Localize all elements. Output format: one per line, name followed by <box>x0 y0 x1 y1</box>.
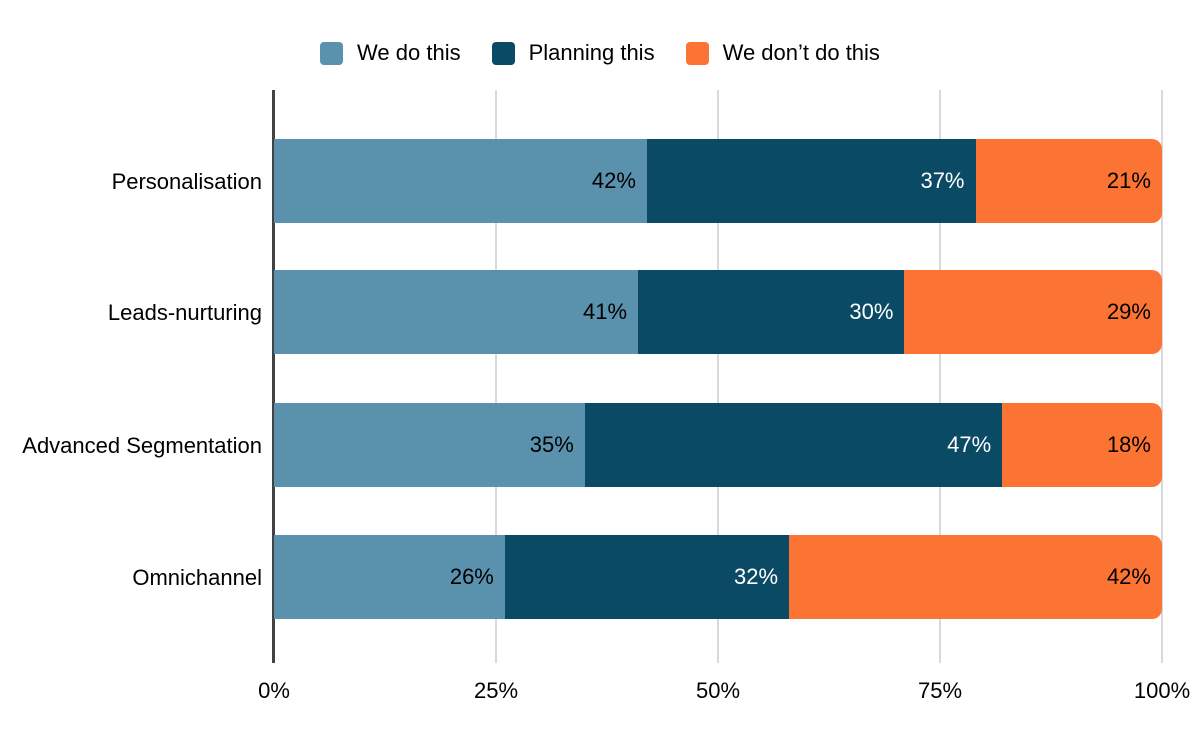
bar-segment-planning-this: 32% <box>504 535 790 619</box>
bar-value-label: 26% <box>449 564 494 589</box>
bar-value-label: 29% <box>1106 299 1151 324</box>
x-axis-label-25: 25% <box>473 678 519 703</box>
legend-color-swatch <box>320 41 344 65</box>
bar-segment-planning-this: 47% <box>584 403 1003 487</box>
bar-segment-planning-this: 30% <box>638 270 905 354</box>
bar-segment-we-do-this: 35% <box>274 403 585 487</box>
bar-value-label: 37% <box>920 168 965 193</box>
category-label-personalisation: Personalisation <box>111 168 262 194</box>
gridline-50 <box>717 90 719 663</box>
legend-label: We don’t do this <box>722 40 880 65</box>
legend-item-we-don-t-do-this: We don’t do this <box>685 40 880 66</box>
x-axis-label-0: 0% <box>258 678 290 703</box>
legend-label: We do this <box>357 40 461 65</box>
bar-segment-we-do-this: 26% <box>274 535 505 619</box>
x-axis-label-100: 100% <box>1133 678 1191 703</box>
x-axis-label-75: 75% <box>917 678 963 703</box>
bar-value-label: 18% <box>1106 432 1151 457</box>
bar-segment-planning-this: 37% <box>646 139 976 223</box>
bar-value-label: 42% <box>1106 564 1151 589</box>
category-label-leads-nurturing: Leads-nurturing <box>107 299 262 325</box>
y-axis-baseline <box>272 90 275 663</box>
bar-segment-we-don-t-do-this: 18% <box>1002 403 1162 487</box>
bar-row-leads-nurturing: 41% 30% 29% <box>274 270 1162 354</box>
bar-segment-we-don-t-do-this: 42% <box>789 535 1162 619</box>
bar-segment-we-don-t-do-this: 29% <box>904 270 1162 354</box>
bar-segment-we-do-this: 42% <box>274 139 647 223</box>
bar-segment-we-don-t-do-this: 21% <box>975 139 1162 223</box>
chart-legend: We do this Planning this We don’t do this <box>0 38 1200 68</box>
bar-row-advanced-segmentation: 35% 47% 18% <box>274 403 1162 487</box>
legend-color-swatch <box>491 41 515 65</box>
bar-segment-we-do-this: 41% <box>274 270 639 354</box>
legend-color-swatch <box>685 41 709 65</box>
bar-value-label: 42% <box>591 168 636 193</box>
bar-row-personalisation: 42% 37% 21% <box>274 139 1162 223</box>
bar-value-label: 41% <box>583 299 628 324</box>
bar-value-label: 35% <box>529 432 574 457</box>
bar-value-label: 30% <box>849 299 894 324</box>
gridline-75 <box>939 90 941 663</box>
category-label-advanced-segmentation: Advanced Segmentation <box>22 432 262 458</box>
legend-label: Planning this <box>528 40 655 65</box>
x-axis-label-50: 50% <box>695 678 741 703</box>
legend-item-planning-this: Planning this <box>491 40 655 66</box>
gridline-100 <box>1161 90 1163 663</box>
bar-value-label: 21% <box>1106 168 1151 193</box>
category-label-omnichannel: Omnichannel <box>132 564 262 590</box>
bar-value-label: 32% <box>733 564 779 589</box>
gridline-25 <box>495 90 497 663</box>
legend-item-we-do-this: We do this <box>320 40 461 66</box>
bar-row-omnichannel: 26% 32% 42% <box>274 535 1162 619</box>
bar-value-label: 47% <box>947 432 992 457</box>
